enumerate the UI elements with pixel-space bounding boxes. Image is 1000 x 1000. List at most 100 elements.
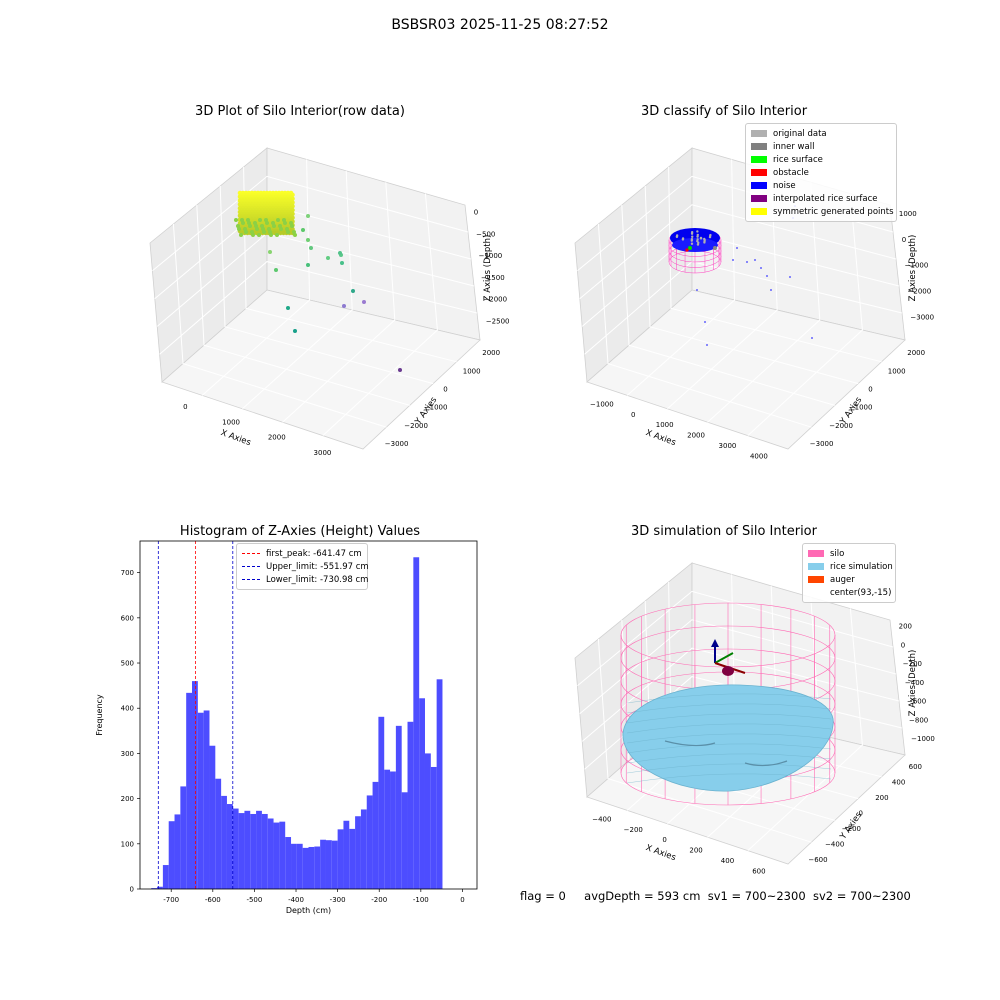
- x-tick-label: -200: [371, 896, 387, 904]
- data-point: [275, 233, 279, 237]
- legend-item: Upper_limit: -551.97 cm: [242, 560, 369, 573]
- histogram-bar: [291, 843, 297, 889]
- histogram-bar: [343, 820, 350, 889]
- data-point: [250, 230, 254, 234]
- legend-swatch: [751, 195, 767, 202]
- rice-mesh: [626, 703, 832, 714]
- z-tick-label: 0: [901, 641, 905, 649]
- rice-mesh: [626, 763, 832, 774]
- legend-swatch: [751, 130, 767, 137]
- y-tick-label: 0: [868, 385, 872, 393]
- grid-line: [152, 175, 469, 272]
- histogram-bar: [325, 840, 332, 889]
- simulation-3d-plot[interactable]: −400 −200 0 200 400 600 600 400 200 0 −200 −400 −600…: [565, 555, 935, 876]
- z-tick-label: −200: [903, 660, 922, 668]
- histogram-title: Histogram of Z-Axies (Height) Values: [179, 524, 421, 539]
- y-tick-label: 0: [443, 385, 447, 393]
- histogram-bar: [436, 679, 443, 889]
- raw-3d-plot[interactable]: 0 1000 2000 3000 2000 1000 0 −1000 −2000 −3000 0 −5…: [140, 140, 510, 460]
- histogram-bar: [250, 813, 257, 889]
- y-axis-label: Frequency: [95, 694, 104, 736]
- legend-label: original data: [773, 128, 827, 139]
- histogram-bar: [355, 816, 361, 889]
- x-tick-label: 400: [721, 857, 734, 865]
- x-tick-label: 1000: [656, 421, 674, 429]
- histogram-bar: [151, 888, 158, 889]
- y-tick-label: 0: [859, 810, 863, 818]
- histogram-bar: [360, 809, 367, 889]
- legend-label: obstacle: [773, 167, 809, 178]
- histogram-bar: [366, 795, 373, 889]
- legend-item: first_peak: -641.47 cm: [242, 547, 362, 560]
- original-point: [675, 234, 679, 237]
- histogram-bar: [192, 681, 198, 889]
- rice-mesh: [626, 773, 832, 784]
- histogram-chart: -700 -600 -500 -400 -300 -200 -100 0 0 100 200 300 4…: [95, 540, 478, 915]
- legend-label: rice simulation: [830, 561, 893, 572]
- histogram-bar: [372, 781, 379, 889]
- legend-label: noise: [773, 180, 796, 191]
- histogram-bar: [215, 778, 222, 889]
- legend-label: symmetric generated points: [773, 206, 894, 217]
- legend-swatch: [808, 550, 824, 557]
- x-axis-label: X Axies: [644, 428, 677, 448]
- y-tick-label: −1000: [849, 404, 873, 412]
- histogram-bar: [407, 721, 414, 889]
- histogram-bar: [419, 698, 425, 889]
- x-axis-label: X Axies: [644, 843, 677, 863]
- histogram-bar: [157, 886, 163, 889]
- classify-legend: original data inner wall rice surface obsta…: [745, 123, 897, 222]
- histogram-bar: [261, 813, 268, 889]
- noise-point: [766, 275, 768, 277]
- grid-line: [621, 619, 835, 821]
- y-tick-label: −2000: [829, 422, 853, 430]
- simulation-legend: silo rice simulation auger center(93,-15): [802, 543, 896, 603]
- data-point: [285, 227, 289, 231]
- data-point: [267, 227, 271, 231]
- grid-line: [201, 159, 311, 396]
- histogram-bar: [337, 829, 344, 889]
- data-point: [309, 246, 313, 250]
- data-point: [258, 218, 262, 222]
- y-tick-label: −600: [808, 856, 827, 864]
- histogram-bar: [349, 828, 356, 889]
- legend-item: center(93,-15): [808, 586, 891, 599]
- legend-item: inner wall: [751, 140, 891, 153]
- legend-swatch: [242, 553, 260, 554]
- rice-surface: [622, 684, 834, 792]
- histogram-bar: [395, 725, 402, 889]
- grid-line: [644, 185, 859, 385]
- legend-swatch: [751, 156, 767, 163]
- data-point: [271, 221, 275, 225]
- histogram-bar: [226, 804, 233, 889]
- z-tick-label: 0: [474, 209, 478, 217]
- histogram-legend: first_peak: -641.47 cm Upper_limit: -551.…: [236, 543, 369, 590]
- z-tick-label: −600: [907, 698, 926, 706]
- x-tick-label: -400: [288, 896, 304, 904]
- grid-line: [579, 619, 897, 714]
- rice-mesh: [626, 723, 832, 734]
- z-axis-label: Z Axies (Depth): [908, 235, 918, 302]
- x-tick-label: 0: [183, 403, 187, 411]
- legend-swatch: [751, 182, 767, 189]
- legend-label: Lower_limit: -730.98 cm: [266, 574, 369, 585]
- noise-point: [696, 289, 698, 291]
- grid-line: [747, 608, 863, 851]
- x-tick-label: 1000: [222, 418, 240, 426]
- noise-cloud: [672, 238, 718, 252]
- data-point: [274, 268, 278, 272]
- classify-3d-plot[interactable]: −1000 0 1000 2000 3000 4000 2000 1000 0 −1000 −200…: [565, 140, 934, 461]
- y-tick-label: −3000: [810, 440, 834, 448]
- histogram-bar: [308, 846, 315, 889]
- grid-line: [668, 166, 882, 363]
- floor-pane: [586, 289, 906, 450]
- rice-mesh: [626, 753, 832, 764]
- data-point: [276, 218, 280, 222]
- grid-line: [747, 193, 863, 436]
- x-tick-label: -300: [330, 896, 346, 904]
- floor-pane: [161, 289, 481, 450]
- grid-line: [707, 182, 821, 423]
- noise-point: [789, 276, 791, 278]
- data-point: [246, 218, 250, 222]
- rice-mesh: [626, 743, 832, 754]
